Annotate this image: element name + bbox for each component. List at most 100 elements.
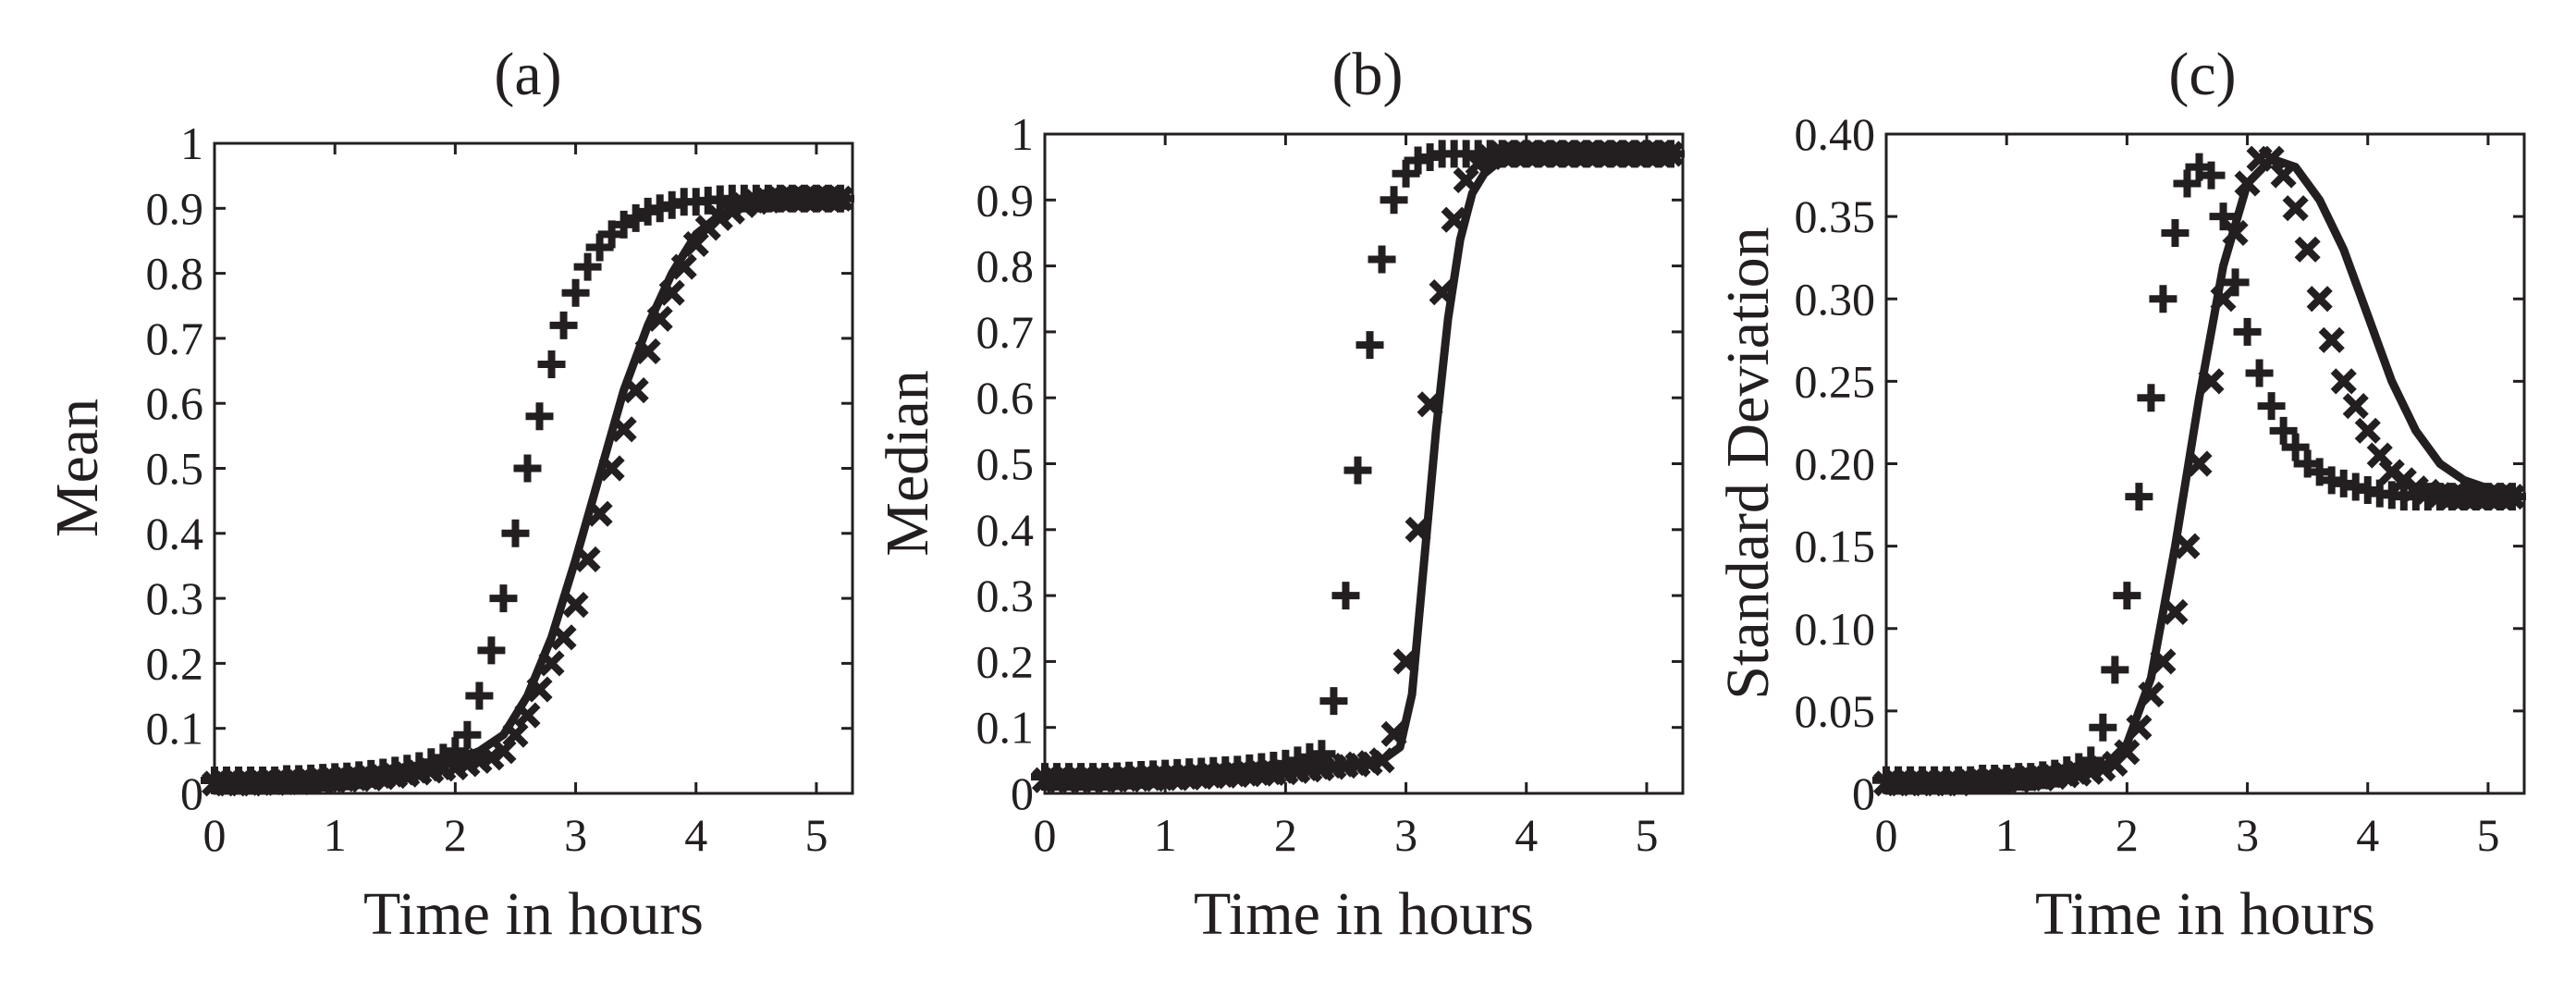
cross-marker (670, 253, 697, 280)
x-tick-label: 3 (564, 809, 587, 861)
cross-marker (2114, 739, 2141, 766)
cross-marker (1405, 516, 1431, 543)
y-tick-label: 0.15 (1795, 521, 1876, 572)
cross-marker (646, 305, 673, 332)
y-axis-label: Standard Deviation (1714, 227, 1782, 699)
x-tick-label: 5 (804, 809, 828, 861)
cross-marker (1441, 206, 1467, 233)
y-tick-label: 0.10 (1795, 603, 1876, 655)
panel-a: (a) 0 0.1 0.2 0.3 0.4 0.5 0.6 0.7 0.8 0.9 1 0 1 2 3 4 5… (43, 41, 854, 948)
x-ticks: 0 1 2 3 4 5 (1034, 134, 1658, 861)
x-axis-label: Time in hours (363, 880, 704, 948)
x-ticks: 0 1 2 3 4 5 (1875, 134, 2499, 861)
x-tick-label: 1 (324, 809, 347, 861)
cross-marker (574, 546, 601, 572)
y-ticks: 0 0.05 0.10 0.15 0.20 0.25 0.30 0.35 0.40 (1795, 108, 2524, 819)
x-tick-label: 1 (1154, 809, 1177, 861)
y-tick-label: 0.9 (146, 182, 204, 234)
x-tick-label: 4 (1515, 809, 1538, 861)
x-tick-label: 2 (1274, 809, 1297, 861)
plus-marker (477, 636, 506, 665)
plot-frame (1043, 132, 1685, 795)
y-tick-label: 0.5 (146, 443, 204, 495)
x-tick-label: 4 (2356, 809, 2379, 861)
plus-marker (573, 252, 602, 281)
cross-marker (2150, 648, 2177, 675)
y-axis-label: Median (874, 370, 941, 557)
x-tick-label: 0 (1875, 809, 1898, 861)
y-tick-label: 0.3 (976, 570, 1035, 621)
cross-marker (1417, 391, 1443, 418)
cross-marker (2210, 286, 2237, 313)
y-tick-label: 0.6 (976, 372, 1035, 423)
plus-marker (2197, 161, 2226, 190)
cross-marker (2354, 417, 2381, 444)
panel-title: (a) (494, 41, 561, 108)
y-tick-label: 1 (1011, 108, 1034, 160)
plus-marker (2233, 317, 2262, 346)
plus-marker (489, 584, 518, 613)
plus-marker (1355, 331, 1384, 360)
plus-marker (2161, 218, 2190, 247)
x-tick-label: 5 (2476, 809, 2499, 861)
cross-marker (1368, 747, 1395, 774)
cross-marker (2174, 533, 2201, 559)
y-tick-label: 0.7 (976, 306, 1035, 358)
y-tick-label: 1 (180, 117, 203, 169)
plus-marker (2125, 483, 2153, 511)
cross-marker (2198, 368, 2225, 395)
y-tick-label: 0.8 (146, 248, 204, 300)
y-tick-label: 0.5 (976, 438, 1035, 490)
cross-marker (2162, 598, 2189, 626)
cross-marker (562, 592, 589, 619)
y-ticks: 0 0.1 0.2 0.3 0.4 0.5 0.6 0.7 0.8 0.9 1 (146, 117, 853, 819)
y-tick-label: 0.05 (1795, 685, 1876, 737)
cross-marker (634, 338, 661, 365)
x-tick-label: 5 (1635, 809, 1658, 861)
cross-marker (586, 500, 613, 527)
cross-marker (2126, 714, 2153, 741)
x-tick-label: 3 (1394, 809, 1417, 861)
x-tick-label: 4 (684, 809, 707, 861)
plot-area (1031, 140, 1685, 793)
panel-title: (c) (2168, 41, 2236, 108)
plus-marker (1380, 186, 1408, 215)
y-tick-label: 0.2 (146, 637, 204, 689)
cross-marker (1392, 648, 1419, 675)
y-tick-label: 0.4 (976, 504, 1035, 556)
cross-marker (2294, 236, 2321, 263)
cross-marker (1380, 720, 1407, 747)
x-tick-label: 3 (2236, 809, 2259, 861)
x-tick-label: 1 (1995, 809, 2018, 861)
y-tick-label: 0 (180, 767, 203, 819)
plot-area (201, 184, 854, 797)
cross-marker (538, 650, 565, 677)
y-tick-label: 0.1 (976, 702, 1035, 754)
plus-marker (2089, 713, 2117, 742)
cross-marker (1657, 141, 1685, 167)
cross-marker (502, 721, 529, 748)
y-tick-label: 0.6 (146, 377, 204, 429)
cross-marker (2222, 219, 2249, 247)
y-axis-label: Mean (43, 399, 111, 537)
plus-marker (465, 681, 494, 710)
x-tick-label: 0 (203, 809, 227, 861)
cross-marker (550, 624, 577, 651)
cross-marker (598, 455, 625, 482)
cross-marker (2282, 195, 2309, 222)
x-tick-label: 0 (1034, 809, 1057, 861)
x-axis-label: Time in hours (1194, 880, 1534, 948)
y-tick-label: 0.40 (1795, 108, 1876, 160)
plus-marker (549, 311, 578, 339)
cross-marker (2138, 681, 2165, 708)
y-tick-label: 0 (1011, 767, 1034, 819)
plus-marker (501, 519, 530, 547)
y-tick-label: 0.8 (976, 240, 1035, 292)
plus-marker (1368, 245, 1396, 274)
y-ticks: 0 0.1 0.2 0.3 0.4 0.5 0.6 0.7 0.8 0.9 1 (976, 108, 1683, 819)
plus-marker (2137, 384, 2165, 412)
panel-c: (c) 0 0.05 0.10 0.15 0.20 0.25 0.30 0.35 0.40 0 1… (1714, 41, 2526, 948)
cross-marker (622, 377, 649, 404)
y-tick-label: 0.30 (1795, 273, 1876, 325)
